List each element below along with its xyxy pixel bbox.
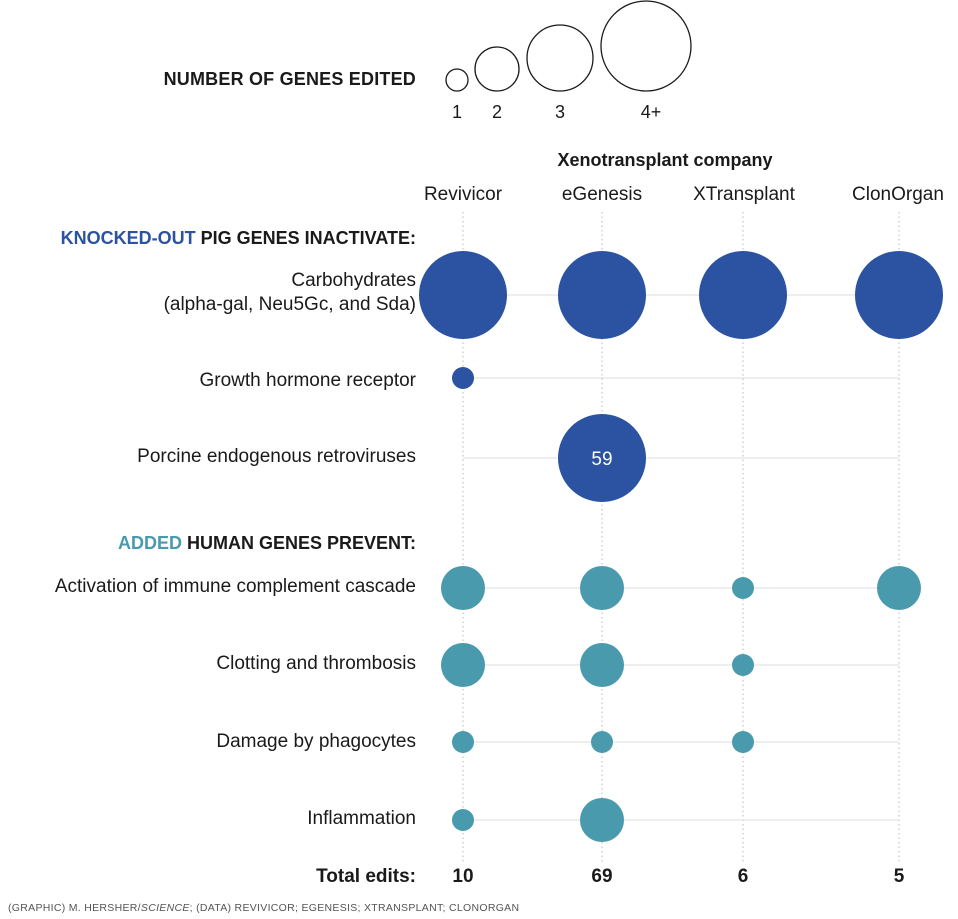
section-knocked-out: KNOCKED-OUT PIG GENES INACTIVATE: xyxy=(0,228,416,249)
row-label-growth-hormone: Growth hormone receptor xyxy=(199,370,417,391)
row-label-inflammation: Inflammation xyxy=(307,808,416,829)
row-label-complement: Activation of immune complement cascade xyxy=(54,576,416,597)
company-label-clonorgan: ClonOrgan xyxy=(852,184,944,205)
company-label-revivicor: Revivicor xyxy=(423,184,503,205)
credit-italic: SCIENCE xyxy=(140,902,190,914)
bubble-row6-col1 xyxy=(580,798,624,842)
bubble-row0-col2 xyxy=(699,251,787,339)
legend-size-label-3: 4+ xyxy=(641,102,662,122)
company-label-xtransplant: XTransplant xyxy=(693,184,795,205)
legend-size-label-2: 3 xyxy=(555,102,565,122)
bubble-row5-col1 xyxy=(591,731,613,753)
section-added-rest: HUMAN GENES PREVENT: xyxy=(181,533,416,553)
credit-line: (GRAPHIC) M. HERSHER/SCIENCE; (DATA) REV… xyxy=(8,902,519,914)
bubble-row3-col1 xyxy=(580,566,624,610)
legend-size-label-1: 2 xyxy=(492,102,502,122)
company-label-egenesis: eGenesis xyxy=(561,184,643,205)
total-edits-label: Total edits: xyxy=(316,866,416,887)
row-label-clotting: Clotting and thrombosis xyxy=(216,653,416,674)
row-label-carbohydrates-line2: (alpha-gal, Neu5Gc, and Sda) xyxy=(163,294,416,315)
bubble-row0-col0 xyxy=(419,251,507,339)
legend-circle-0 xyxy=(445,68,469,92)
legend-circle-2 xyxy=(526,24,594,92)
credit-prefix: (GRAPHIC) M. HERSHER/ xyxy=(8,902,141,914)
row-label-carbohydrates: Carbohydrates (alpha-gal, Neu5Gc, and Sda… xyxy=(0,269,416,317)
total-revivicor: 10 xyxy=(452,866,474,887)
bubble-row3-col0 xyxy=(441,566,485,610)
bubble-row0-col3 xyxy=(855,251,943,339)
legend-title: NUMBER OF GENES EDITED xyxy=(163,69,416,89)
bubble-annotation-row2-col1: 59 xyxy=(591,449,612,470)
bubble-row4-col0 xyxy=(441,643,485,687)
row-label-phagocytes: Damage by phagocytes xyxy=(216,731,416,752)
bubble-row1-col0 xyxy=(452,367,474,389)
legend-circle-1 xyxy=(474,46,520,92)
company-axis-title: Xenotransplant company xyxy=(557,150,773,170)
bubble-row3-col3 xyxy=(877,566,921,610)
total-clonorgan: 5 xyxy=(893,866,905,887)
total-egenesis: 69 xyxy=(591,866,613,887)
credit-suffix: ; (DATA) REVIVICOR; EGENESIS; XTRANSPLAN… xyxy=(189,902,520,914)
section-knocked-out-accent: KNOCKED-OUT xyxy=(60,228,196,248)
legend-circle-3 xyxy=(600,0,692,92)
bubble-row2-col1 xyxy=(558,414,646,502)
section-added-accent: ADDED xyxy=(117,533,182,553)
legend-size-label-0: 1 xyxy=(452,102,462,122)
bubble-row6-col0 xyxy=(452,809,474,831)
bubble-row3-col2 xyxy=(732,577,754,599)
row-label-carbohydrates-line1: Carbohydrates xyxy=(291,270,416,291)
bubble-row5-col2 xyxy=(732,731,754,753)
bubble-row4-col1 xyxy=(580,643,624,687)
bubble-row0-col1 xyxy=(558,251,646,339)
total-xtransplant: 6 xyxy=(737,866,749,887)
bubble-row4-col2 xyxy=(732,654,754,676)
section-knocked-out-rest: PIG GENES INACTIVATE: xyxy=(195,228,416,248)
row-label-retroviruses: Porcine endogenous retroviruses xyxy=(137,446,416,467)
section-added: ADDED HUMAN GENES PREVENT: xyxy=(0,533,416,554)
bubble-row5-col0 xyxy=(452,731,474,753)
